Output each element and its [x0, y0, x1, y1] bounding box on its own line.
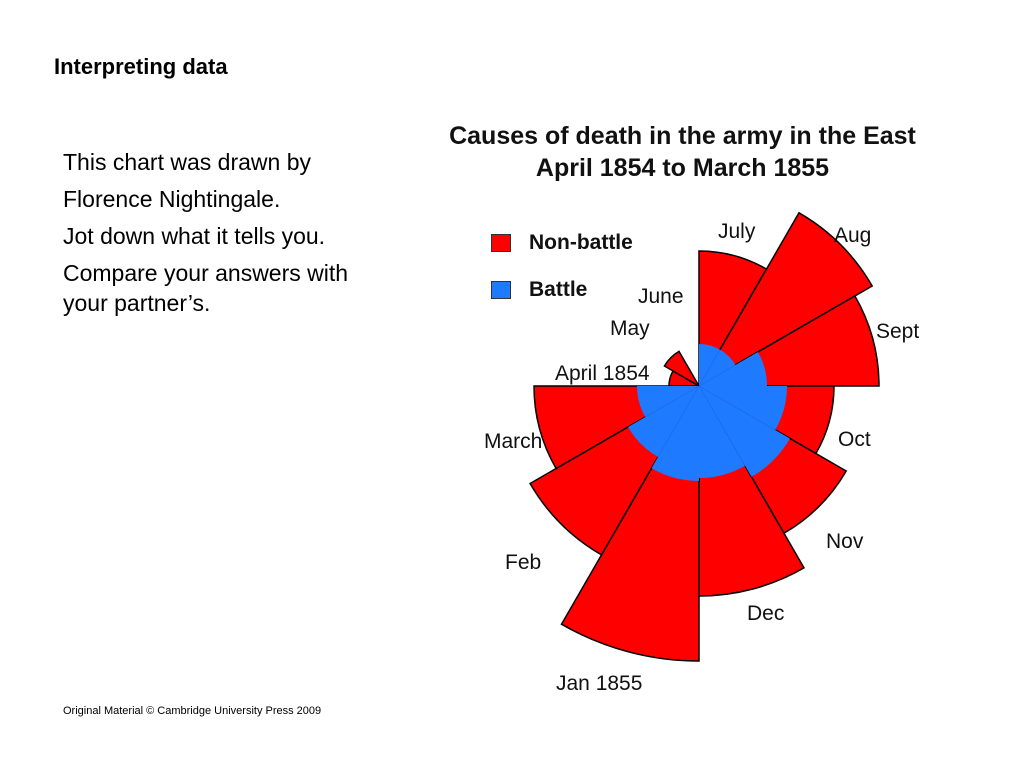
month-label-dec: Dec — [747, 602, 784, 625]
body-line-2: Florence Nightingale. — [63, 186, 281, 212]
wedge-battle-dec — [699, 386, 745, 479]
legend-swatch-non-battle — [491, 234, 511, 252]
body-line-4: Compare your answers with your partner’s… — [63, 260, 349, 316]
month-label-april-1854: April 1854 — [555, 362, 650, 385]
wedge-battle-sept — [699, 352, 767, 386]
wedge-non-battle-aug — [696, 211, 874, 389]
month-label-july: July — [718, 220, 756, 243]
wedge-battle-march — [637, 386, 699, 417]
slide-body-text: This chart was drawn by Florence Nightin… — [63, 147, 393, 325]
wedge-battle-nov — [699, 386, 790, 477]
month-label-jan-1855: Jan 1855 — [556, 672, 642, 695]
body-line-1: This chart was drawn by — [63, 149, 311, 175]
month-label-aug: Aug — [834, 224, 871, 247]
wedge-battle-jan-1855 — [651, 386, 699, 482]
wedge-non-battle-may — [663, 350, 702, 389]
legend-item-battle: Battle — [491, 278, 587, 302]
legend-label-non-battle: Non-battle — [529, 231, 633, 254]
month-label-oct: Oct — [838, 428, 871, 451]
wedge-battle-oct — [699, 386, 787, 430]
month-label-may: May — [610, 317, 650, 340]
chart-subtitle: April 1854 to March 1855 — [535, 154, 830, 182]
legend-label-battle: Battle — [529, 278, 588, 301]
month-label-nov: Nov — [826, 530, 864, 553]
month-label-march: March — [484, 430, 542, 453]
slide-title: Interpreting data — [54, 54, 228, 79]
wedge-battle-aug — [699, 349, 736, 386]
chart-title-block: Causes of death in the army in the East … — [410, 120, 955, 184]
copyright-footer: Original Material © Cambridge University… — [63, 705, 322, 717]
month-label-feb: Feb — [505, 551, 541, 574]
legend-item-non-battle: Non-battle — [491, 231, 633, 255]
body-line-3: Jot down what it tells you. — [63, 223, 326, 249]
legend-swatch-battle — [491, 281, 511, 299]
wedge-battle-feb — [628, 386, 699, 457]
chart-title: Causes of death in the army in the East — [449, 122, 916, 150]
month-label-sept: Sept — [876, 320, 919, 343]
month-label-june: June — [638, 285, 684, 308]
wedge-battle-july — [699, 343, 720, 386]
